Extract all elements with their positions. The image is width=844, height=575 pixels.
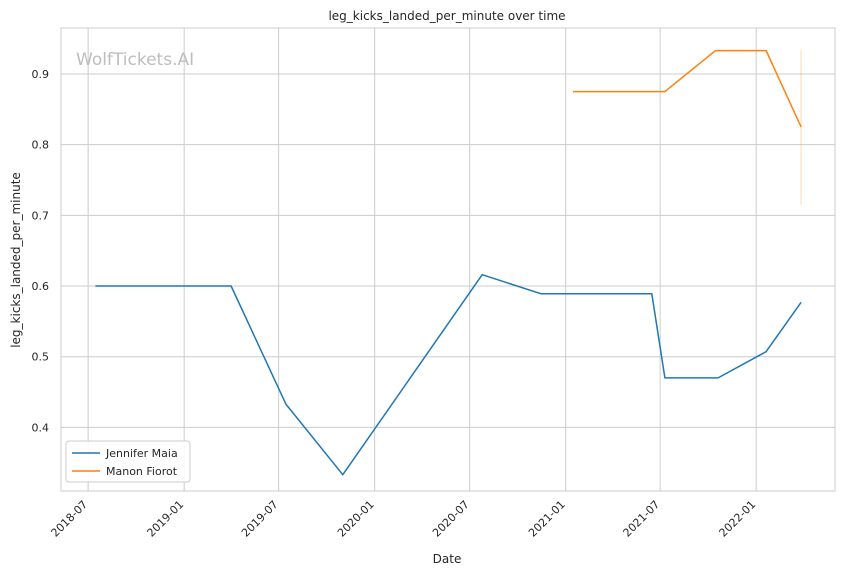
series-line-manon-fiorot [573,49,802,128]
watermark: WolfTickets.AI [76,50,194,70]
y-tick-label: 0.6 [32,280,50,293]
y-tick-label: 0.5 [32,351,50,364]
x-tick-label: 2022-01 [717,498,759,540]
x-tick-label: 2020-01 [335,498,377,540]
legend-label-jennifer-maia: Jennifer Maia [105,447,178,460]
x-tick-labels: 2018-07 2019-01 2019-07 2020-01 2020-07 2021-… [49,498,759,540]
x-tick-label: 2021-01 [526,498,568,540]
x-tick-label: 2018-07 [49,498,91,540]
y-tick-label: 0.8 [32,139,50,152]
x-tick-label: 2021-07 [621,498,663,540]
series-group [95,49,802,476]
y-tick-label: 0.7 [32,209,50,222]
x-tick-label: 2020-07 [430,498,472,540]
legend-label-manon-fiorot: Manon Fiorot [106,465,178,478]
x-tick-label: 2019-07 [239,498,281,540]
series-line-jennifer-maia [95,273,802,476]
y-tick-label: 0.4 [32,421,50,434]
x-axis-label: Date [433,552,462,566]
y-axis-label: leg_kicks_landed_per_minute [9,172,23,348]
x-tick-label: 2019-01 [145,498,187,540]
plot-area [60,27,836,492]
y-tick-label: 0.9 [32,68,50,81]
legend: Jennifer Maia Manon Fiorot [65,440,191,483]
y-tick-labels: 0.4 0.5 0.6 0.7 0.8 0.9 [32,68,50,434]
chart-title: leg_kicks_landed_per_minute over time [328,9,565,23]
